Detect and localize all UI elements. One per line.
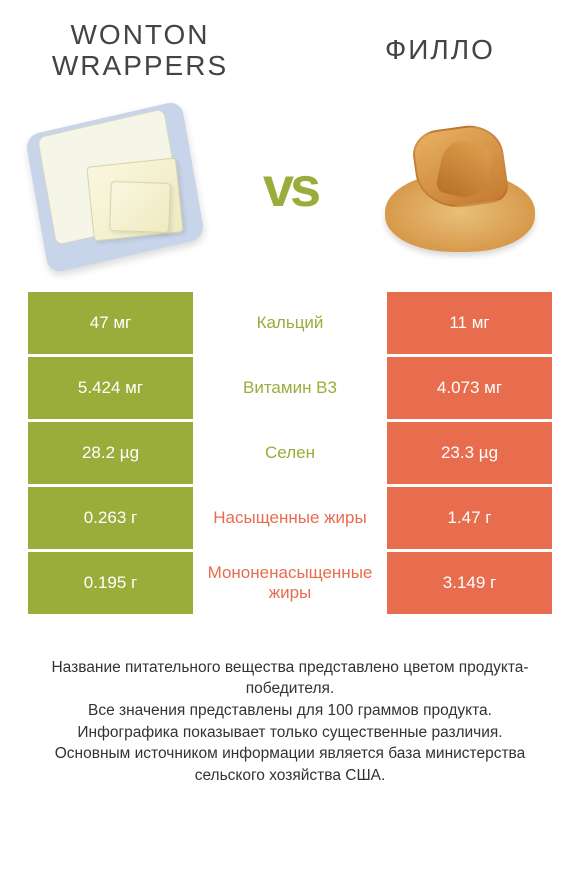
footer-line: Все значения представлены для 100 граммо… [30, 700, 550, 722]
nutrient-label: Витамин B3 [193, 357, 387, 419]
header: WONTON WRAPPERS ФИЛЛО [0, 0, 580, 92]
nutrient-label: Насыщенные жиры [193, 487, 387, 549]
value-left: 47 мг [28, 292, 193, 354]
nutrient-label: Кальций [193, 292, 387, 354]
comparison-table: 47 мгКальций11 мг5.424 мгВитамин B34.073… [0, 292, 580, 614]
table-row: 47 мгКальций11 мг [28, 292, 552, 354]
footer-line: Основным источником информации является … [30, 743, 550, 786]
value-left: 5.424 мг [28, 357, 193, 419]
value-right: 4.073 мг [387, 357, 552, 419]
footer-line: Инфографика показывает только существенн… [30, 722, 550, 744]
footer-line: Название питательного вещества представл… [30, 657, 550, 700]
wonton-illustration [30, 107, 210, 267]
images-row: vs [0, 92, 580, 292]
table-row: 28.2 µgСелен23.3 µg [28, 422, 552, 484]
filo-illustration [370, 107, 550, 267]
value-right: 1.47 г [387, 487, 552, 549]
table-row: 0.263 гНасыщенные жиры1.47 г [28, 487, 552, 549]
table-row: 5.424 мгВитамин B34.073 мг [28, 357, 552, 419]
table-row: 0.195 гМононенасыщенные жиры3.149 г [28, 552, 552, 614]
value-right: 11 мг [387, 292, 552, 354]
value-left: 28.2 µg [28, 422, 193, 484]
value-right: 3.149 г [387, 552, 552, 614]
vs-badge: vs [263, 154, 317, 219]
value-left: 0.195 г [28, 552, 193, 614]
nutrient-label: Мононенасыщенные жиры [193, 552, 387, 614]
footer-notes: Название питательного вещества представл… [0, 617, 580, 787]
value-right: 23.3 µg [387, 422, 552, 484]
title-right: ФИЛЛО [340, 35, 540, 66]
value-left: 0.263 г [28, 487, 193, 549]
nutrient-label: Селен [193, 422, 387, 484]
title-left: WONTON WRAPPERS [40, 20, 240, 82]
